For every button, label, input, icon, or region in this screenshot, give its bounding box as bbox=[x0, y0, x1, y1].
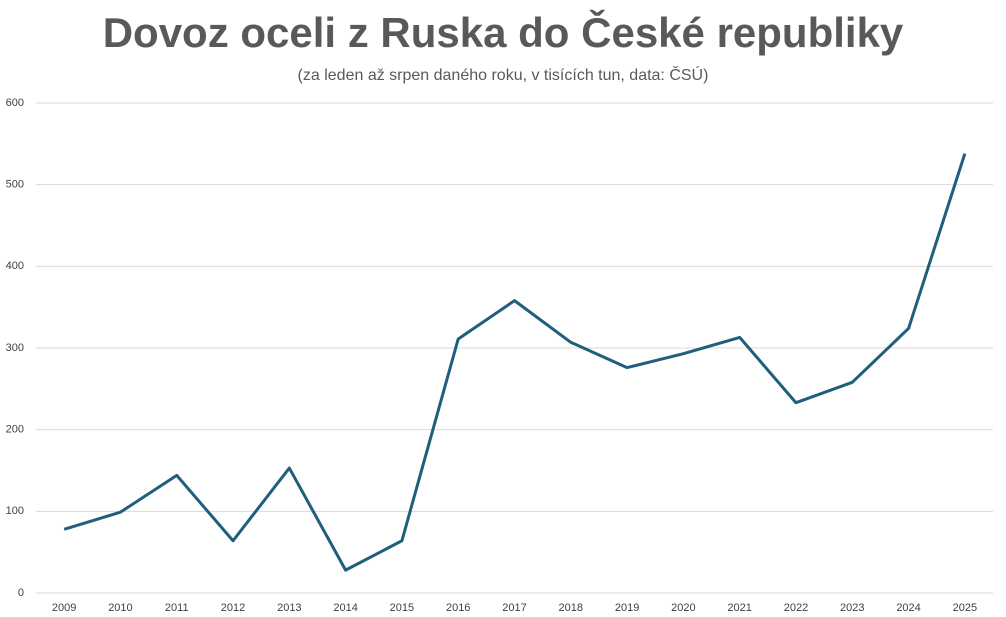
data-line bbox=[63, 153, 967, 572]
chart-subtitle: (za leden až srpen daného roku, v tisící… bbox=[298, 65, 709, 84]
chart-title: Dovoz oceli z Ruska do České republiky bbox=[103, 8, 904, 56]
x-tick-label: 2015 bbox=[390, 602, 414, 614]
y-tick-label: 500 bbox=[6, 179, 24, 191]
x-tick-label: 2012 bbox=[221, 602, 245, 614]
y-tick-label: 400 bbox=[6, 260, 24, 272]
x-tick-label: 2018 bbox=[559, 602, 583, 614]
x-tick-label: 2025 bbox=[953, 602, 977, 614]
x-tick-label: 2009 bbox=[52, 602, 76, 614]
y-tick-label: 300 bbox=[6, 342, 24, 354]
y-tick-label: 200 bbox=[6, 424, 24, 436]
x-tick-label: 2014 bbox=[333, 602, 357, 614]
x-tick-label: 2019 bbox=[615, 602, 639, 614]
x-tick-label: 2016 bbox=[446, 602, 470, 614]
x-tick-label: 2011 bbox=[165, 602, 189, 614]
x-tick-label: 2021 bbox=[727, 602, 751, 614]
x-tick-label: 2020 bbox=[671, 602, 695, 614]
x-tick-label: 2013 bbox=[277, 602, 301, 614]
y-tick-label: 0 bbox=[18, 587, 24, 599]
y-tick-label: 600 bbox=[6, 97, 24, 109]
x-tick-label: 2010 bbox=[108, 602, 132, 614]
y-tick-label: 100 bbox=[6, 505, 24, 517]
x-tick-label: 2024 bbox=[896, 602, 920, 614]
x-tick-label: 2023 bbox=[840, 602, 864, 614]
x-tick-label: 2017 bbox=[502, 602, 526, 614]
x-tick-label: 2022 bbox=[784, 602, 808, 614]
